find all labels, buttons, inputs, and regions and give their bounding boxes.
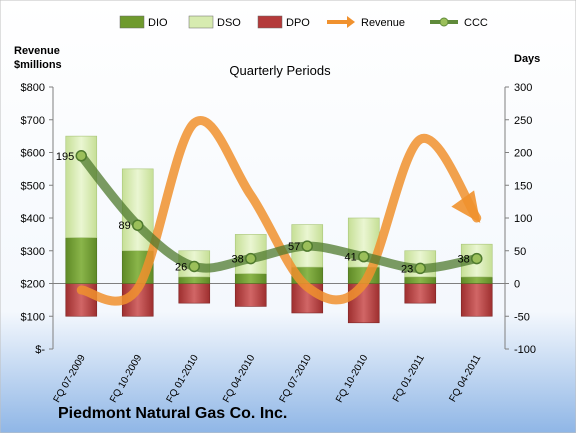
ccc-point (245, 252, 257, 265)
legend-revenue-arrow (347, 16, 355, 28)
dpo-bar (460, 283, 493, 317)
ccc-point (188, 260, 200, 273)
ccc-point (414, 262, 426, 275)
dio-bar (65, 237, 98, 284)
legend-dso-swatch (188, 15, 214, 29)
right-tick-label: 300 (514, 82, 532, 94)
left-tick-label: $700 (21, 115, 45, 127)
left-tick-label: $- (35, 344, 45, 356)
right-tick-label: 250 (514, 115, 532, 127)
legend-ccc-marker (439, 17, 449, 27)
right-tick-label: 200 (514, 148, 532, 160)
ccc-data-label: 38 (458, 254, 470, 266)
left-tick-label: $100 (21, 311, 45, 323)
legend-label: CCC (464, 17, 488, 29)
left-tick-label: $500 (21, 180, 45, 192)
right-axis-title: Days (514, 53, 540, 65)
ccc-data-label: 41 (345, 252, 357, 264)
left-tick-label: $400 (21, 213, 45, 225)
ccc-data-label: 57 (288, 241, 300, 253)
legend-dpo-swatch (257, 15, 283, 29)
left-axis-title-line1: Revenue (14, 45, 60, 57)
left-tick-label: $300 (21, 246, 45, 258)
left-axis-ticks: $- $100 $200 $300 $400 $500 $600 $700 $800 (21, 82, 53, 356)
chart-subtitle: Quarterly Periods (229, 63, 331, 78)
ccc-data-label: 195 (56, 151, 74, 163)
dpo-bar (404, 283, 437, 304)
legend-label: DPO (286, 17, 310, 29)
ccc-data-label: 89 (119, 220, 131, 232)
right-tick-label: -100 (514, 344, 536, 356)
left-axis-title-line2: $millions (14, 59, 62, 71)
ccc-point (132, 219, 144, 231)
right-tick-label: 100 (514, 213, 532, 225)
revenue-series (76, 116, 482, 306)
dio-bar (234, 273, 267, 284)
right-tick-label: 150 (514, 180, 532, 192)
revenue-line (76, 116, 482, 306)
dpo-bar (234, 283, 267, 307)
right-tick-label: 0 (514, 279, 520, 291)
legend-label: DSO (217, 17, 241, 29)
ccc-point (301, 240, 313, 252)
left-tick-label: $600 (21, 148, 45, 160)
right-tick-label: -50 (514, 311, 530, 323)
ccc-data-label: 26 (175, 261, 187, 273)
legend: DIO DSO DPO Revenue CCC (119, 15, 488, 29)
company-name: Piedmont Natural Gas Co. Inc. (58, 405, 287, 422)
ccc-point (358, 250, 370, 263)
ccc-point (471, 252, 483, 265)
legend-label: DIO (148, 17, 168, 29)
ccc-series: 195 89 26 38 57 41 23 38 (56, 150, 483, 275)
ccc-point (75, 150, 87, 162)
dio-bar (404, 276, 437, 284)
left-tick-label: $800 (21, 82, 45, 94)
right-tick-label: 50 (514, 246, 526, 258)
dpo-bar (178, 283, 211, 304)
ccc-data-label: 38 (232, 254, 244, 266)
legend-label: Revenue (361, 17, 405, 29)
legend-dio-swatch (119, 15, 145, 29)
dio-bar (460, 276, 493, 284)
right-axis-ticks: -100 -50 0 50 100 150 200 250 300 (505, 82, 536, 356)
revenue-arrowhead (451, 190, 481, 223)
left-tick-label: $200 (21, 279, 45, 291)
dio-bar (178, 276, 211, 284)
ccc-data-label: 23 (401, 263, 413, 275)
